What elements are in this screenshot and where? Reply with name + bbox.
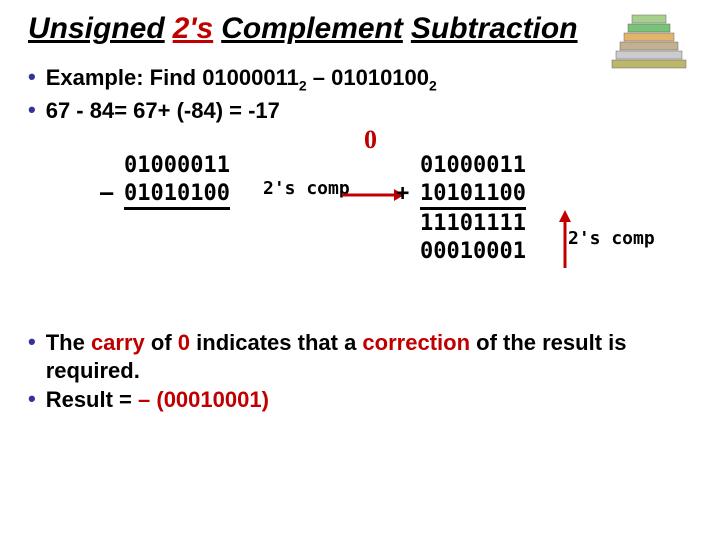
bullet-3: • The carry of 0 indicates that a correc…	[28, 329, 692, 384]
example-label: Example:	[46, 65, 144, 90]
carry-digit: 0	[364, 124, 377, 157]
bullet-4: • Result = – (00010001)	[28, 386, 692, 414]
bullet-dot: •	[28, 386, 36, 414]
t3a: The	[46, 330, 91, 355]
minus-sign: –	[100, 180, 113, 208]
bullet-1: • Example: Find 010000112 – 010101002	[28, 64, 692, 95]
pyramid-icon	[610, 14, 688, 70]
plus-sign: +	[396, 180, 409, 208]
title-word-3: Complement	[221, 12, 403, 46]
title-word-2: 2's	[173, 12, 214, 46]
twos-comp-label-2: 2's comp	[568, 228, 655, 251]
dash: –	[307, 65, 331, 90]
sub-a: 2	[299, 77, 307, 93]
title-word-1: Unsigned	[28, 12, 165, 46]
zero-word: 0	[178, 330, 190, 355]
bullet-4-text: Result = – (00010001)	[46, 386, 269, 414]
arrow-right-icon	[342, 188, 404, 202]
title-row: Unsigned 2's Complement Subtraction	[28, 12, 692, 46]
left-column: 01000011 – 01010100	[124, 152, 230, 210]
sub-b: 2	[429, 77, 437, 93]
carry-word: carry	[91, 330, 145, 355]
bullet-1-text: Example: Find 010000112 – 010101002	[46, 64, 437, 95]
right-n4: 00010001	[420, 238, 526, 266]
t3c: of	[145, 330, 178, 355]
bottom-bullets: • The carry of 0 indicates that a correc…	[28, 329, 692, 414]
right-n2: 10101100	[420, 180, 526, 211]
find-label: Find	[144, 65, 203, 90]
bullet-dot: •	[28, 97, 36, 125]
bullet-2: • 67 - 84= 67+ (-84) = -17	[28, 97, 692, 125]
result-label: Result =	[46, 387, 138, 412]
bullet-3-text: The carry of 0 indicates that a correcti…	[46, 329, 692, 384]
left-n2: 01010100	[124, 180, 230, 211]
t3e: indicates that a	[190, 330, 362, 355]
right-column: 01000011 + 10101100 11101111 00010001	[420, 152, 526, 265]
operand-b: 01010100	[331, 65, 429, 90]
right-n3: 11101111	[420, 210, 526, 238]
correction-word: correction	[362, 330, 470, 355]
twos-comp-label-1: 2's comp	[263, 178, 350, 201]
result-value: – (00010001)	[138, 387, 269, 412]
bullet-dot: •	[28, 329, 36, 384]
left-n1: 01000011	[124, 152, 230, 180]
bullet-2-text: 67 - 84= 67+ (-84) = -17	[46, 97, 280, 125]
right-n1: 01000011	[420, 152, 526, 180]
operand-a: 01000011	[202, 65, 299, 90]
bullet-dot: •	[28, 64, 36, 95]
title-word-4: Subtraction	[411, 12, 578, 46]
work-area: 0 01000011 – 01010100 2's comp 01000011 …	[88, 130, 692, 295]
content: • Example: Find 010000112 – 010101002 • …	[28, 64, 692, 414]
